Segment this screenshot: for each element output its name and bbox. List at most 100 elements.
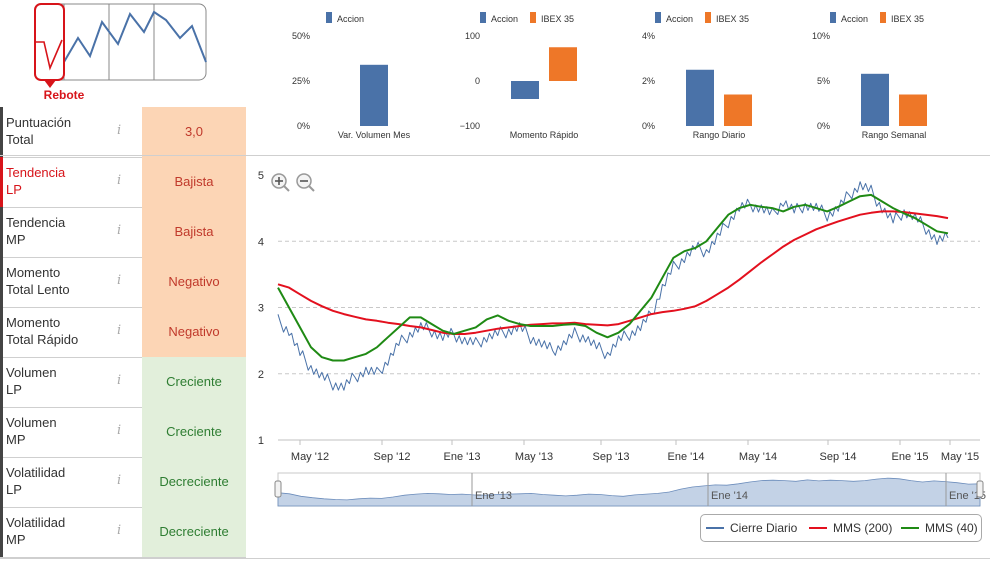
info-icon[interactable]: i xyxy=(117,223,122,238)
zoom-in-icon[interactable] xyxy=(270,172,290,192)
legend-label: MMS (40) xyxy=(925,521,978,535)
mini-legend-label: Accion xyxy=(491,14,518,24)
metric-value: 3,0 xyxy=(142,107,246,157)
mini-bar[interactable] xyxy=(686,69,714,126)
metric-row: Momento Total Lento i Negativo xyxy=(0,257,246,308)
legend-item-mms40[interactable]: MMS (40) xyxy=(901,521,978,535)
series-line-mms200[interactable] xyxy=(277,210,949,335)
mini-y-tick: 0% xyxy=(297,121,310,131)
y-tick-label: 1 xyxy=(258,435,264,447)
info-icon[interactable]: i xyxy=(117,123,122,138)
metric-value: Bajista xyxy=(142,157,246,207)
zoom-out-icon[interactable] xyxy=(295,172,315,192)
mini-legend-label: IBEX 35 xyxy=(891,14,924,24)
info-icon[interactable]: i xyxy=(117,323,122,338)
legend-label: MMS (200) xyxy=(833,521,893,535)
mini-legend-label: Accion xyxy=(841,14,868,24)
x-tick-label: Ene '13 xyxy=(444,451,481,463)
legend-label: Cierre Diario xyxy=(730,521,798,535)
series-line-mms40[interactable] xyxy=(277,193,949,362)
mini-y-tick: 5% xyxy=(817,76,830,86)
legend-swatch xyxy=(880,12,886,23)
metric-label: Volumen MP xyxy=(0,407,112,457)
x-tick-label: May '12 xyxy=(291,451,329,463)
mini-y-tick: 2% xyxy=(642,76,655,86)
legend-swatch xyxy=(901,527,919,529)
y-tick-label: 4 xyxy=(258,236,264,248)
mini-bar[interactable] xyxy=(360,64,388,126)
x-tick-label: Sep '14 xyxy=(820,451,857,463)
metric-row: Volumen MP i Creciente xyxy=(0,407,246,458)
metric-label: Momento Total Lento xyxy=(0,257,112,307)
mini-y-tick: −100 xyxy=(460,121,480,131)
metric-value: Decreciente xyxy=(142,507,246,557)
navigator-label: Ene '13 xyxy=(475,490,512,502)
mini-y-tick: 25% xyxy=(292,76,310,86)
mini-y-tick: 0% xyxy=(817,121,830,131)
x-tick-label: Ene '15 xyxy=(892,451,929,463)
legend-swatch xyxy=(706,527,724,529)
mini-y-tick: 0 xyxy=(475,76,480,86)
navigator-right-handle[interactable] xyxy=(976,480,984,498)
y-tick-label: 5 xyxy=(258,170,264,182)
mini-bar[interactable] xyxy=(899,94,927,127)
info-icon[interactable]: i xyxy=(117,523,122,538)
pattern-line-icon xyxy=(63,10,207,63)
metric-label: Volatilidad MP xyxy=(0,507,112,557)
mini-legend-label: Accion xyxy=(666,14,693,24)
mini-bar[interactable] xyxy=(724,94,752,127)
info-icon[interactable]: i xyxy=(117,473,122,488)
metric-value: Negativo xyxy=(142,257,246,307)
mini-category-label: Var. Volumen Mes xyxy=(338,130,411,140)
metric-label: Puntuación Total xyxy=(0,107,112,157)
metric-row: Momento Total Rápido i Negativo xyxy=(0,307,246,358)
metric-row: Tendencia MP i Bajista xyxy=(0,207,246,258)
mini-bar[interactable] xyxy=(861,73,889,126)
footer-separator xyxy=(0,558,990,559)
y-tick-label: 2 xyxy=(258,369,264,381)
metric-value: Negativo xyxy=(142,307,246,357)
metric-label: Volumen LP xyxy=(0,357,112,407)
mini-bar-chart: Accion IBEX 35 4% 2% 0% Rango Diario xyxy=(642,12,752,140)
metric-label: Volatilidad LP xyxy=(0,457,112,507)
mini-y-tick: 4% xyxy=(642,31,655,41)
legend-swatch xyxy=(830,12,836,23)
legend-swatch xyxy=(480,12,486,23)
mini-bar[interactable] xyxy=(511,81,539,99)
rebote-pattern-icon xyxy=(36,39,63,71)
legend-item-cierre[interactable]: Cierre Diario xyxy=(706,521,797,535)
mini-bar-chart: Accion IBEX 35 10% 5% 0% Rango Semanal xyxy=(812,12,927,140)
mini-y-tick: 50% xyxy=(292,31,310,41)
x-tick-label: Ene '14 xyxy=(668,451,705,463)
x-tick-label: May '15 xyxy=(941,451,979,463)
x-tick-label: Sep '13 xyxy=(593,451,630,463)
metric-label: Tendencia MP xyxy=(0,207,112,257)
info-icon[interactable]: i xyxy=(117,273,122,288)
legend-swatch xyxy=(655,12,661,23)
chart-legend: Cierre Diario MMS (200) MMS (40) xyxy=(700,514,982,542)
metric-row: Volumen LP i Creciente xyxy=(0,357,246,408)
mini-category-label: Rango Diario xyxy=(693,130,746,140)
x-tick-label: May '14 xyxy=(739,451,777,463)
x-tick-label: May '13 xyxy=(515,451,553,463)
x-tick-label: Sep '12 xyxy=(374,451,411,463)
legend-item-mms200[interactable]: MMS (200) xyxy=(809,521,892,535)
mini-category-label: Momento Rápido xyxy=(510,130,579,140)
series-line-cierre[interactable] xyxy=(277,181,949,391)
mini-bar[interactable] xyxy=(549,47,577,81)
mini-y-tick: 10% xyxy=(812,31,830,41)
mini-legend-label: IBEX 35 xyxy=(541,14,574,24)
metric-value: Creciente xyxy=(142,407,246,457)
price-chart[interactable]: 5 4 3 2 1 May '12 Sep '12 Ene '13 May '13 Sep '13… xyxy=(250,160,990,560)
metric-row: Puntuación Total i 3,0 xyxy=(0,107,246,158)
navigator-left-handle[interactable] xyxy=(274,480,282,498)
legend-swatch xyxy=(809,527,827,529)
info-icon[interactable]: i xyxy=(117,173,122,188)
mini-y-tick: 0% xyxy=(642,121,655,131)
mini-category-label: Rango Semanal xyxy=(862,130,927,140)
info-icon[interactable]: i xyxy=(117,423,122,438)
metric-row: Volatilidad MP i Decreciente xyxy=(0,507,246,558)
y-tick-label: 3 xyxy=(258,303,264,315)
info-icon[interactable]: i xyxy=(117,373,122,388)
metric-value: Bajista xyxy=(142,207,246,257)
